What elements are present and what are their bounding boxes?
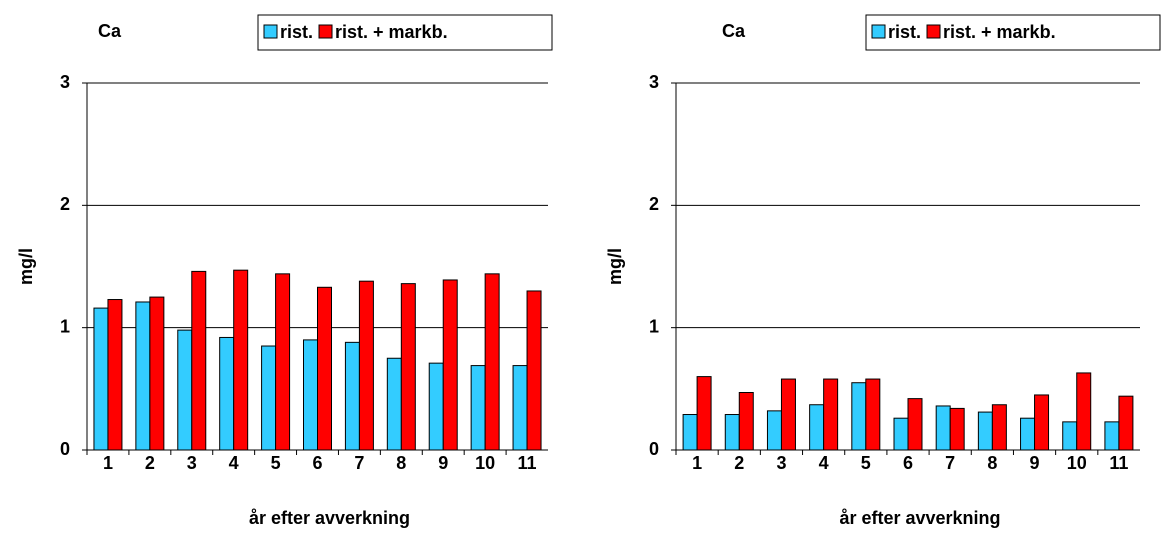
bar (344, 341, 360, 451)
x-tick-label: 10 (1067, 453, 1087, 473)
bar (1034, 394, 1050, 451)
bar (809, 404, 825, 451)
bar (865, 378, 881, 451)
bar (526, 290, 542, 451)
legend-box (257, 14, 553, 51)
bar (1020, 417, 1036, 451)
chart-title: Ca (722, 21, 746, 41)
y-tick-label: 2 (60, 194, 70, 214)
legend-swatch (263, 24, 278, 39)
bar (470, 365, 486, 451)
x-axis-label: år efter avverkning (249, 508, 410, 528)
x-tick-label: 3 (776, 453, 786, 473)
x-tick-label: 2 (145, 453, 155, 473)
bar (893, 417, 909, 451)
bar (977, 411, 993, 451)
legend-label: rist. (888, 22, 921, 42)
x-tick-label: 8 (987, 453, 997, 473)
bar (512, 365, 528, 451)
bar (261, 345, 277, 451)
y-axis-label: mg/l (16, 248, 36, 285)
bar (93, 307, 109, 451)
x-tick-label: 7 (354, 453, 364, 473)
bar (1118, 395, 1134, 451)
x-tick-label: 10 (475, 453, 495, 473)
x-tick-label: 2 (734, 453, 744, 473)
bar (1104, 421, 1120, 451)
bar (275, 273, 291, 451)
legend-label: rist. (280, 22, 313, 42)
bar (724, 414, 740, 451)
bar (303, 339, 318, 451)
bar (766, 410, 782, 451)
y-tick-label: 1 (649, 316, 659, 336)
bar (177, 329, 193, 451)
bar (1076, 372, 1092, 451)
bar (907, 398, 923, 451)
y-axis-label: mg/l (605, 248, 625, 285)
bar (233, 269, 249, 451)
x-tick-label: 7 (945, 453, 955, 473)
y-tick-label: 0 (649, 439, 659, 459)
legend-swatch (318, 24, 333, 39)
x-tick-label: 5 (861, 453, 871, 473)
y-tick-label: 3 (60, 72, 70, 92)
legend-label: rist. + markb. (943, 22, 1056, 42)
bar (400, 283, 416, 451)
bar (682, 414, 698, 451)
x-tick-label: 6 (312, 453, 322, 473)
bar (949, 407, 965, 451)
x-tick-label: 1 (692, 453, 702, 473)
x-tick-label: 5 (271, 453, 281, 473)
legend-label: rist. + markb. (335, 22, 448, 42)
x-tick-label: 4 (229, 453, 239, 473)
bar (1062, 421, 1078, 451)
x-tick-label: 9 (1030, 453, 1040, 473)
bar (386, 357, 402, 451)
bar (738, 392, 754, 451)
x-tick-label: 11 (1109, 453, 1128, 473)
x-tick-label: 3 (187, 453, 197, 473)
legend-box (865, 14, 1161, 51)
x-axis-label: år efter avverkning (839, 508, 1000, 528)
x-tick-label: 8 (396, 453, 406, 473)
bar (442, 279, 458, 451)
bar (135, 301, 151, 451)
bar (780, 378, 796, 451)
bar (484, 273, 500, 451)
y-tick-label: 3 (649, 72, 659, 92)
legend-swatch (926, 24, 941, 39)
bar (696, 376, 712, 451)
bar (358, 280, 374, 451)
bar (219, 336, 235, 451)
bar (428, 362, 444, 451)
bar (149, 296, 165, 451)
x-tick-label: 4 (819, 453, 829, 473)
legend-swatch (871, 24, 886, 39)
bar (823, 378, 839, 451)
y-tick-label: 0 (60, 439, 70, 459)
y-tick-label: 1 (60, 316, 70, 336)
x-tick-label: 9 (438, 453, 448, 473)
x-tick-label: 1 (103, 453, 113, 473)
x-tick-label: 6 (903, 453, 913, 473)
bar (851, 382, 867, 451)
x-tick-label: 11 (518, 453, 537, 473)
bar (107, 299, 123, 451)
y-tick-label: 2 (649, 194, 659, 214)
bar (191, 270, 207, 451)
bar (991, 404, 1007, 451)
bar (317, 286, 332, 451)
bar (935, 405, 951, 451)
chart-title: Ca (98, 21, 122, 41)
